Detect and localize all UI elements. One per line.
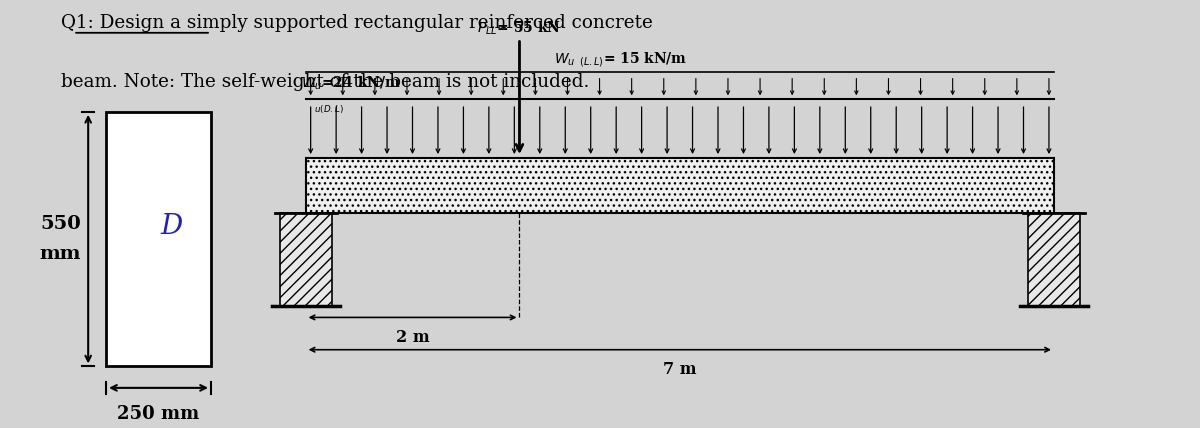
Text: $W_u$=24 kN/m: $W_u$=24 kN/m <box>301 75 401 92</box>
Text: beam. Note: The self-weight of the beam is not included.: beam. Note: The self-weight of the beam … <box>61 73 589 91</box>
Text: 7 m: 7 m <box>664 362 696 378</box>
Text: mm: mm <box>40 245 82 263</box>
Bar <box>1028 213 1080 306</box>
Text: $P_{LL}$= 55 kN: $P_{LL}$= 55 kN <box>478 19 562 37</box>
Text: 250 mm: 250 mm <box>118 405 199 423</box>
Bar <box>106 112 211 366</box>
Bar <box>306 158 1054 213</box>
Text: $W_u$ $_{(L.L)}$= 15 kN/m: $W_u$ $_{(L.L)}$= 15 kN/m <box>554 50 688 69</box>
Text: 2 m: 2 m <box>396 329 430 346</box>
Bar <box>306 158 1054 213</box>
Bar <box>280 213 331 306</box>
Text: $_{u (D.L)}$: $_{u (D.L)}$ <box>313 103 343 116</box>
Text: 550: 550 <box>40 215 80 233</box>
Text: D: D <box>160 213 182 240</box>
Text: Q1: Design a simply supported rectangular reinforced concrete: Q1: Design a simply supported rectangula… <box>61 14 653 32</box>
